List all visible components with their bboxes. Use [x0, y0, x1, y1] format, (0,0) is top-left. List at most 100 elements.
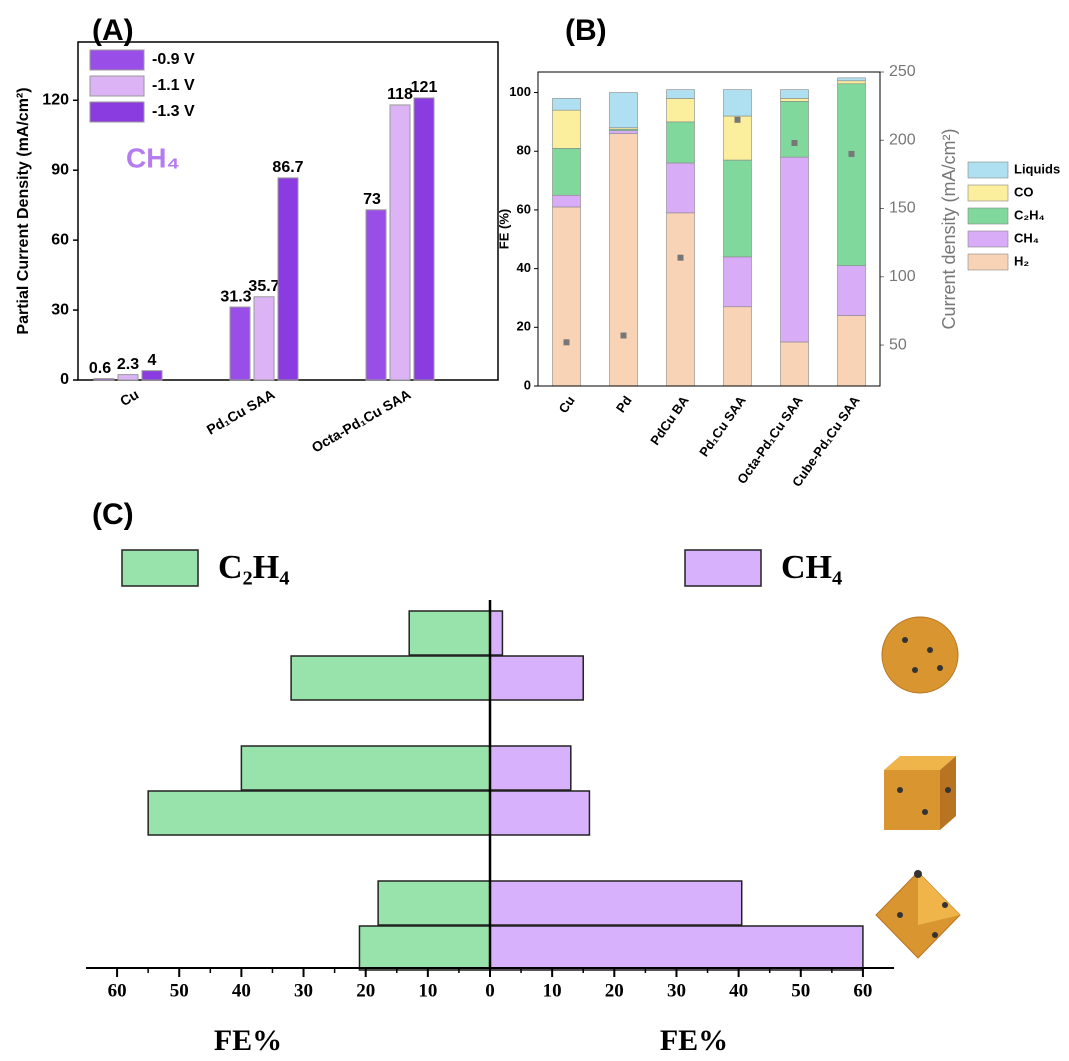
- x-tick-label: 0: [485, 980, 495, 1001]
- bar-segment: [837, 77, 866, 82]
- bar: [489, 880, 743, 926]
- legend-label: -1.3 V: [152, 103, 195, 120]
- y2-tick-label: 150: [889, 200, 916, 217]
- bar-segment: [552, 194, 581, 208]
- bar-segment: [723, 159, 752, 258]
- x-tick-label: Cu: [556, 393, 578, 416]
- bar: [489, 610, 504, 656]
- legend-label: CH₄: [781, 549, 842, 586]
- bar-segment: [609, 133, 638, 387]
- legend-swatch: [121, 549, 199, 587]
- y-axis-label: Partial Current Density (mA/cm²): [15, 87, 32, 334]
- legend-swatch: [89, 75, 145, 97]
- legend-label: C₂H₄: [1014, 207, 1045, 222]
- current-density-point: [734, 116, 741, 123]
- legend-label: H₂: [1014, 253, 1029, 268]
- y-tick-label: 100: [509, 84, 531, 99]
- current-density-point: [563, 339, 570, 346]
- data-label: 118: [387, 86, 413, 103]
- data-label: 73: [363, 191, 381, 208]
- bar-segment: [666, 98, 695, 123]
- x-tick-label: Pd₁Cu SAA: [204, 386, 278, 438]
- current-density-point: [620, 332, 627, 339]
- annotation: CH₄: [126, 142, 180, 173]
- bar-segment: [666, 162, 695, 214]
- bar-segment: [552, 147, 581, 196]
- data-label: 4: [148, 352, 157, 369]
- bar-segment: [780, 341, 809, 387]
- y-axis-label: FE (%): [496, 209, 511, 249]
- x-tick-label: 20: [356, 980, 375, 1001]
- x-tick-label: 50: [170, 980, 189, 1001]
- bar-segment: [666, 89, 695, 99]
- particle-octahedron: [875, 870, 961, 959]
- current-density-point: [677, 254, 684, 261]
- bar: [147, 790, 491, 836]
- bar-segment: [780, 101, 809, 158]
- y-tick-label: 0: [524, 377, 531, 392]
- bar: [413, 97, 435, 381]
- legend-label: -0.9 V: [152, 51, 195, 68]
- y2-axis-label: Current density (mA/cm²): [939, 128, 959, 329]
- bar-segment: [552, 109, 581, 149]
- legend-swatch: [967, 207, 1009, 225]
- bar-segment: [723, 306, 752, 387]
- legend-swatch: [967, 253, 1009, 271]
- bar: [240, 745, 491, 791]
- y2-tick-label: 100: [889, 268, 916, 285]
- bar-segment: [780, 89, 809, 99]
- y2-tick-label: 200: [889, 131, 916, 148]
- particle-cube: [884, 756, 956, 830]
- data-label: 121: [411, 79, 438, 96]
- legend-swatch: [967, 230, 1009, 248]
- x-tick-label: 60: [853, 980, 872, 1001]
- x-tick-label: Cu: [117, 386, 141, 409]
- x-tick-label: 50: [791, 980, 810, 1001]
- bar: [377, 880, 491, 926]
- data-label: 86.7: [272, 159, 303, 176]
- legend-label: CO: [1014, 184, 1034, 199]
- bar-segment: [552, 206, 581, 387]
- y2-tick-label: 250: [889, 63, 916, 80]
- x-tick-label: Pd: [613, 393, 635, 415]
- legend-label: Liquids: [1014, 161, 1060, 176]
- panel-title: (C): [92, 498, 134, 531]
- bar: [290, 655, 491, 701]
- y-tick-label: 60: [517, 201, 531, 216]
- x-tick-label: 40: [232, 980, 251, 1001]
- y-tick-label: 40: [517, 260, 531, 275]
- bar: [408, 610, 491, 656]
- y-tick-label: 90: [51, 161, 69, 178]
- data-label: 2.3: [117, 356, 139, 373]
- bar: [358, 925, 491, 971]
- data-label: 31.3: [220, 288, 251, 305]
- x-tick-label: 20: [605, 980, 624, 1001]
- bar-segment: [837, 265, 866, 316]
- bar-segment: [780, 156, 809, 343]
- bar-segment: [552, 98, 581, 111]
- bar-segment: [609, 130, 638, 134]
- bar: [117, 374, 139, 381]
- x-axis-label: FE%: [660, 1024, 728, 1057]
- x-tick-label: 60: [108, 980, 127, 1001]
- bar-segment: [609, 92, 638, 129]
- x-tick-label: Octa-Pd₁Cu SAA: [309, 386, 414, 456]
- bar: [489, 790, 591, 836]
- y-tick-label: 30: [51, 301, 69, 318]
- legend-label: C₂H₄: [218, 549, 289, 586]
- y-tick-label: 60: [51, 231, 69, 248]
- bar-segment: [723, 256, 752, 308]
- bar-segment: [837, 83, 866, 266]
- x-tick-label: Pd₁Cu SAA: [696, 393, 749, 460]
- bar: [489, 925, 864, 971]
- bar: [141, 370, 163, 381]
- bar: [365, 209, 387, 381]
- bar-segment: [837, 80, 866, 85]
- bar: [389, 104, 411, 381]
- bar-segment: [723, 89, 752, 117]
- x-tick-label: 30: [294, 980, 313, 1001]
- panel-title: (B): [565, 14, 607, 47]
- bar: [277, 177, 299, 381]
- x-tick-label: 30: [667, 980, 686, 1001]
- x-tick-label: PdCu BA: [647, 393, 692, 448]
